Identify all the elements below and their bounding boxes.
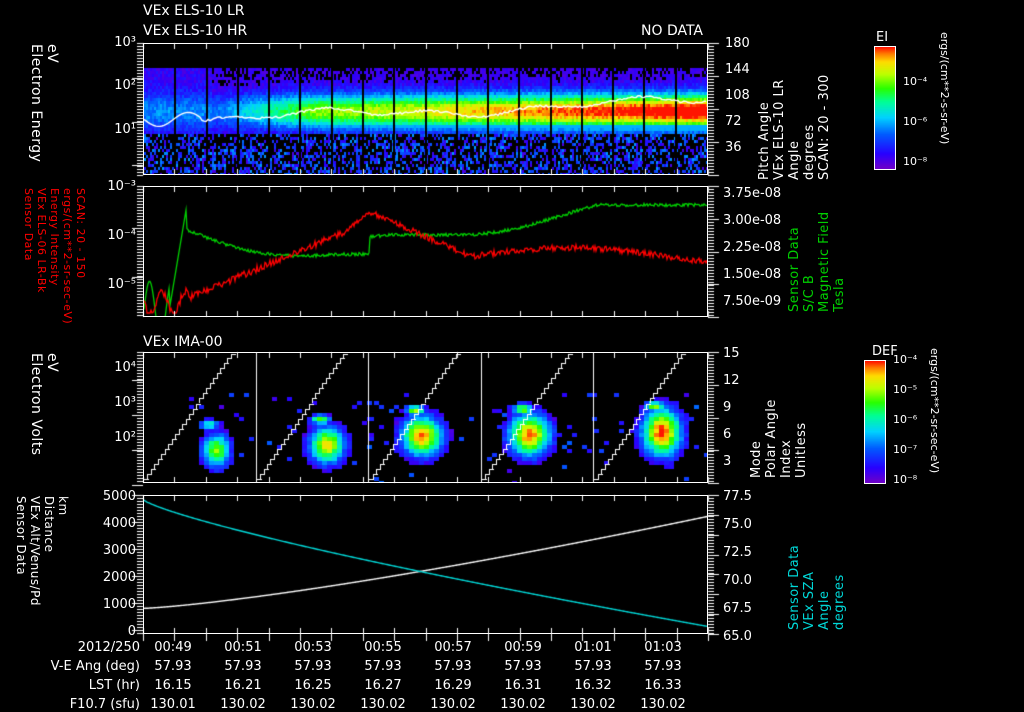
panel4-left-axis-label: Sensor Data VEx Alt/Venus/Pd Distance km (14, 496, 70, 632)
panel3-right-axis-label: Mode Polar Angle Index Unitless (749, 358, 809, 478)
panel3-colorbar-tick-3: 10⁻⁷ (893, 443, 918, 456)
panel4-right-tick-4: 67.5 (723, 601, 752, 616)
panel1-left-axis-label-line-0: Electron Energy (28, 44, 44, 163)
panel2-left-axis-label-line-1: VEx ELS-06 LR-Bk (35, 188, 48, 293)
panel4-line-plot (144, 496, 707, 633)
panel4-right-tick-2: 72.5 (723, 545, 752, 560)
panel1-left-axis-label-line-1: eV (44, 44, 60, 64)
panel2-right-axis-label-line-1: S/C B (802, 274, 817, 312)
panel1-right-axis-label-line-3: degrees (802, 124, 817, 180)
panel1-right-tick-2: 108 (725, 88, 750, 103)
panel4-right-tick-1: 75.0 (723, 517, 752, 532)
panel2-line-plot (144, 187, 707, 316)
panel1-title-hr: VEx ELS-10 HR (143, 23, 248, 39)
panel3-left-axis-label-line-1: eV (44, 353, 60, 373)
panel3-left-tick-0: 10⁴ (114, 360, 136, 375)
panel1-spectrogram (144, 44, 707, 174)
panel2-right-tick-2: 2.25e-08 (723, 240, 782, 255)
panel1-left-axis-label: Electron Energy eV (28, 44, 60, 174)
panel4-right-axis-label-line-3: degrees (832, 574, 847, 630)
panel3-colorbar-tick-0: 10⁻⁴ (893, 353, 918, 366)
panel1-right-axis-label-line-2: Angle (787, 140, 802, 181)
panel3-right-tick-2: 9 (723, 400, 732, 415)
panel1-no-data: NO DATA (641, 23, 704, 39)
panel3-left-axis-label: Electron Volts eV (28, 353, 60, 481)
panel2-left-axis-label-line-2: Energy Intensity (48, 188, 61, 286)
panel1-colorbar (874, 46, 896, 170)
panel3-left-tick-1: 10³ (114, 395, 136, 410)
panel1-right-tick-4: 36 (725, 140, 742, 155)
panel4-left-tick-5: 0 (127, 624, 136, 639)
panel2-left-axis-label-line-3: ergs/(cm**2-sr-sec-eV) (61, 188, 74, 325)
panel4-left-axis-label-line-1: VEx Alt/Venus/Pd (28, 496, 42, 607)
panel2-right-tick-3: 1.50e-08 (723, 267, 782, 282)
bottom-cell-f107-7: 130.02 (640, 697, 686, 712)
panel1-right-axis-label-line-0: Pitch Angle (757, 101, 772, 180)
panel3-right-axis-label-line-0: Mode (749, 440, 764, 478)
panel1-colorbar-title: EI (876, 30, 889, 45)
panel3-colorbar-tick-4: 10⁻⁸ (893, 473, 918, 486)
bottom-cell-veang-7: 57.93 (644, 659, 682, 674)
panel4-right-tick-0: 77.5 (723, 489, 752, 504)
panel4-left-axis-label-line-3: km (56, 496, 70, 516)
panel4-right-axis-label: Sensor Data VEx SZA Angle degrees (787, 500, 847, 630)
panel4-right-axis-label-line-2: Angle (817, 590, 832, 631)
panel3-right-tick-1: 12 (723, 373, 740, 388)
panel3-right-tick-3: 6 (723, 427, 732, 442)
panel1-right-axis-label-line-4: SCAN: 20 - 300 (817, 74, 832, 180)
panel4-left-axis-label-line-0: Sensor Data (14, 496, 28, 576)
panel3-colorbar-unit: ergs/(cm**2-sr-sec-eV) (928, 348, 941, 474)
panel2-right-axis-label-line-0: Sensor Data (787, 226, 802, 312)
panel1-title-lr: VEx ELS-10 LR (143, 3, 245, 19)
panel1-right-axis-label-line-1: VEx ELS-10 LR (772, 79, 787, 180)
panel3-colorbar-tick-2: 10⁻⁶ (893, 413, 918, 426)
panel1-left-tick-2: 10¹ (114, 122, 136, 137)
panel3-left-tick-2: 10² (114, 430, 136, 445)
panel4-left-axis-label-line-2: Distance (42, 496, 56, 553)
panel3-colorbar (864, 360, 886, 484)
panel4-left-tick-2: 3000 (102, 543, 136, 558)
bottom-cell-time-7: 01:03 (644, 640, 682, 655)
panel3-right-axis-label-line-3: Unitless (794, 422, 809, 478)
panel1-right-axis-label: Pitch Angle VEx ELS-10 LR Angle degrees … (757, 30, 832, 180)
panel1-right-tick-1: 144 (725, 62, 750, 77)
panel1-left-tick-0: 10³ (114, 35, 136, 50)
panel2-left-axis-label-line-4: SCAN: 20 - 150 (74, 188, 87, 279)
panel3-title: VEx IMA-00 (143, 334, 223, 350)
panel2-right-tick-1: 3.00e-08 (723, 213, 782, 228)
panel1-colorbar-tick-1: 10⁻⁶ (903, 115, 928, 128)
panel2-right-tick-4: 7.50e-09 (723, 294, 782, 309)
panel1-right-tick-0: 180 (725, 36, 750, 51)
panel3-left-axis-label-line-0: Electron Volts (28, 353, 44, 456)
panel4-right-tick-5: 65.0 (723, 629, 752, 644)
panel4-right-axis-label-line-0: Sensor Data (787, 544, 802, 630)
panel2-left-axis-label: Sensor Data VEx ELS-06 LR-Bk Energy Inte… (22, 188, 87, 325)
panel2-right-axis-label-line-2: Magnetic Field (817, 211, 832, 312)
panel2-right-axis-label: Sensor Data S/C B Magnetic Field Tesla (787, 192, 847, 312)
panel3-colorbar-tick-1: 10⁻⁵ (893, 383, 918, 396)
panel1-right-tick-3: 72 (725, 114, 742, 129)
panel1-left-tick-1: 10² (114, 78, 136, 93)
panel4-left-tick-4: 1000 (102, 597, 136, 612)
panel4-left-tick-3: 2000 (102, 570, 136, 585)
panel1-colorbar-tick-2: 10⁻⁸ (903, 155, 928, 168)
panel1-colorbar-gradient (875, 47, 895, 169)
panel3-colorbar-gradient (865, 361, 885, 483)
panel1-colorbar-tick-0: 10⁻⁴ (903, 75, 928, 88)
panel2-left-axis-label-line-0: Sensor Data (22, 188, 35, 261)
panel2-right-axis-label-line-3: Tesla (832, 277, 847, 312)
panel1-colorbar-unit: ergs/(cm**2-s-sr-eV) (938, 32, 951, 145)
panel3-right-axis-label-line-2: Index (779, 439, 794, 478)
panel3-right-tick-4: 3 (723, 454, 732, 469)
panel4-left-tick-0: 5000 (102, 489, 136, 504)
bottom-cell-lst-7: 16.33 (644, 678, 682, 693)
panel4-left-tick-1: 4000 (102, 516, 136, 531)
panel3-right-tick-0: 15 (723, 346, 740, 361)
panel4-right-axis-label-line-1: VEx SZA (802, 571, 817, 630)
panel2-right-tick-0: 3.75e-08 (723, 186, 782, 201)
panel4-right-tick-3: 70.0 (723, 573, 752, 588)
panel3-right-axis-label-line-1: Polar Angle (764, 399, 779, 478)
panel3-spectrogram (144, 353, 707, 482)
